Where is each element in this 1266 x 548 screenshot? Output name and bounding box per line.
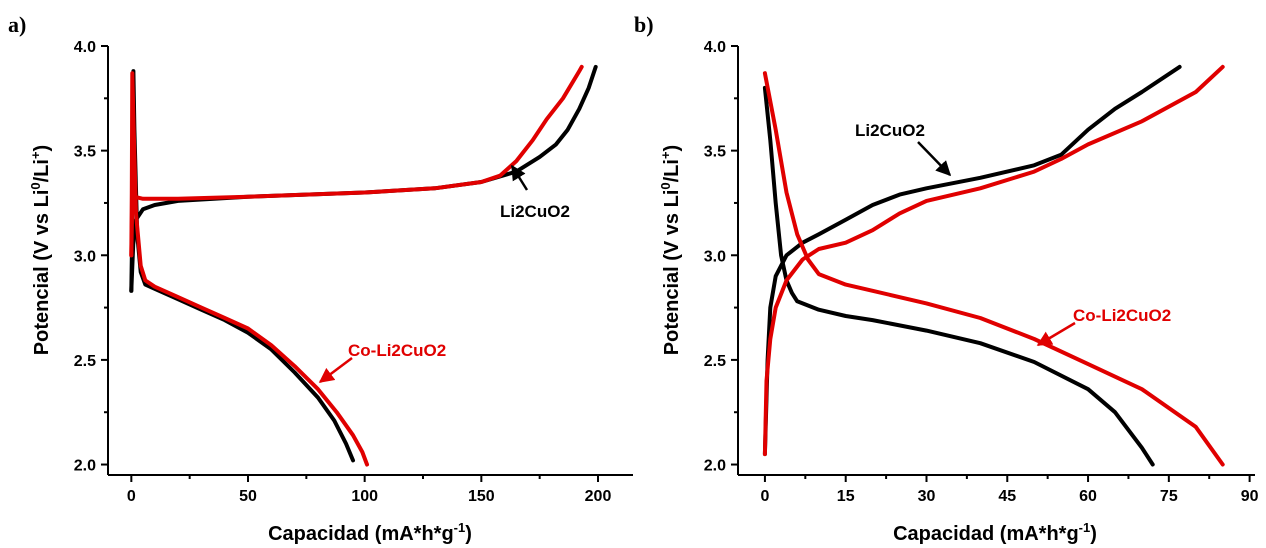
series-li2cuo2-segment-1 [762, 85, 1155, 467]
annotation-li2cuo2-a: Li2CuO2 [500, 202, 570, 221]
annotation-arrow-co-li2cuo2-b [1036, 321, 1076, 347]
x-tick-label: 0 [127, 488, 136, 505]
annotation-li2cuo2-b: Li2CuO2 [855, 121, 925, 140]
annotation-arrow-li2cuo2-b [917, 141, 952, 177]
annotation-co-li2cuo2-a: Co-Li2CuO2 [348, 341, 446, 360]
chart-panel-a: a) 0 50 100 150 200 2.0 2.5 3.0 3.5 4.0 Capacidad… [8, 12, 633, 545]
x-tick-label: 45 [998, 488, 1016, 505]
y-tick-label: 3.0 [74, 248, 96, 265]
series-co-li2cuo2-segment-2 [129, 64, 584, 258]
annotation-co-li2cuo2-b: Co-Li2CuO2 [1073, 306, 1171, 325]
y-tick-label: 2.5 [704, 353, 726, 370]
y-tick-label: 3.5 [74, 144, 96, 161]
series-li2cuo2-segment-1 [129, 69, 355, 463]
y-axis-label-a: Potencial (V vs Li0/Li+) [28, 145, 53, 355]
x-tick-label: 200 [585, 488, 612, 505]
y-tick-label: 3.0 [704, 248, 726, 265]
series-co-li2cuo2-segment-2 [762, 64, 1225, 457]
curves-b [762, 64, 1225, 467]
annotation-arrow-li2cuo2-a [510, 164, 529, 191]
chart-panel-b: b) 0 15 30 45 60 75 90 2.0 2.5 3.0 3.5 4.0 Capacida… [634, 12, 1259, 545]
axes-a: 0 50 100 150 200 2.0 2.5 3.0 3.5 4.0 [74, 39, 633, 505]
series-co-li2cuo2-segment-1 [129, 71, 369, 467]
series-li2cuo2-segment-2 [762, 64, 1182, 457]
y-tick-label: 2.0 [704, 458, 726, 475]
curves-a [129, 64, 598, 467]
x-axis-label-b: Capacidad (mA*h*g-1) [893, 520, 1097, 545]
y-tick-label: 4.0 [704, 39, 726, 56]
axes-b: 0 15 30 45 60 75 90 2.0 2.5 3.0 3.5 4.0 [704, 39, 1259, 505]
x-tick-label: 75 [1160, 488, 1178, 505]
x-tick-label: 50 [239, 488, 257, 505]
y-axis-label-b: Potencial (V vs Li0/Li+) [658, 145, 683, 355]
y-tick-label: 3.5 [704, 144, 726, 161]
series-li2cuo2-segment-2 [129, 64, 598, 293]
x-axis-label-a: Capacidad (mA*h*g-1) [268, 520, 472, 545]
x-tick-label: 90 [1241, 488, 1259, 505]
series-co-li2cuo2-segment-1 [762, 71, 1225, 467]
y-tick-label: 4.0 [74, 39, 96, 56]
x-tick-label: 150 [468, 488, 495, 505]
annotation-arrow-co-li2cuo2-a [318, 357, 353, 383]
x-tick-label: 100 [351, 488, 378, 505]
x-tick-label: 60 [1079, 488, 1097, 505]
panel-label-b: b) [634, 12, 654, 37]
y-tick-label: 2.0 [74, 458, 96, 475]
x-tick-label: 0 [760, 488, 769, 505]
x-tick-label: 15 [837, 488, 855, 505]
x-tick-label: 30 [918, 488, 936, 505]
y-tick-label: 2.5 [74, 353, 96, 370]
panel-label-a: a) [8, 12, 26, 37]
